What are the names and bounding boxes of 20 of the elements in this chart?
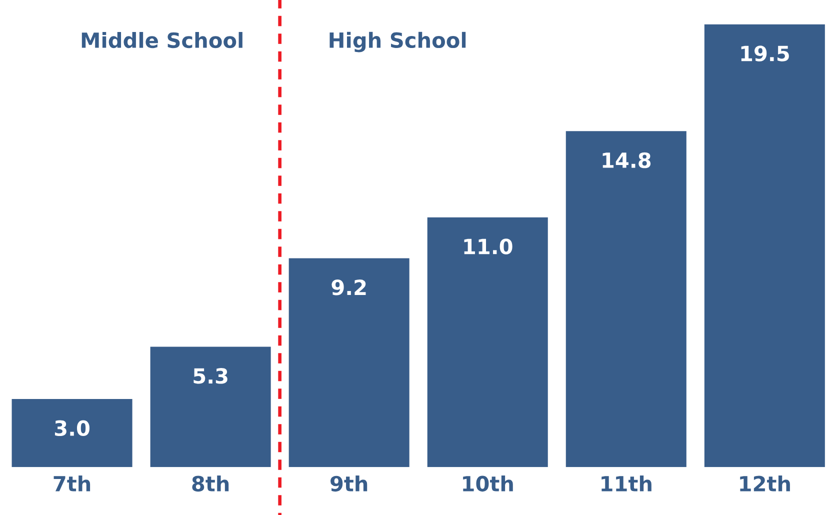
x-tick-label: 12th	[740, 475, 790, 492]
data-label: 3.0	[54, 420, 90, 436]
bar	[150, 346, 271, 468]
bar	[427, 217, 548, 468]
data-label: 9.2	[332, 279, 366, 296]
bar	[12, 398, 132, 468]
x-tick-label: 9th	[330, 475, 368, 492]
x-tick-label: 8th	[192, 475, 229, 492]
data-label: 11.0	[464, 238, 512, 254]
x-tick-label: 10th	[463, 475, 513, 492]
data-label: 14.8	[602, 152, 651, 168]
bar	[704, 24, 825, 468]
annotation: Middle School	[82, 32, 242, 48]
x-tick-label: 7th	[54, 475, 90, 492]
bar	[288, 258, 410, 468]
data-label: 5.3	[194, 368, 228, 384]
data-label: 19.5	[741, 46, 789, 62]
bar	[566, 131, 686, 468]
annotation: High School	[330, 32, 466, 52]
x-tick-label: 11th	[602, 475, 652, 492]
